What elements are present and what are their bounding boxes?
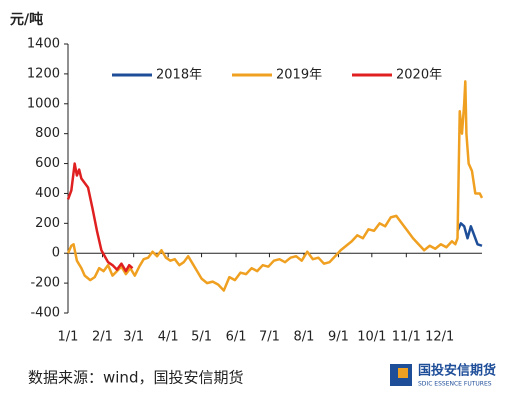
y-tick-label: -200 — [30, 276, 60, 291]
x-tick-label: 10/1 — [357, 330, 386, 345]
x-tick-label: 4/1 — [158, 330, 179, 345]
x-tick-label: 3/1 — [123, 330, 144, 345]
logo-sub: SDIC ESSENCE FUTURES — [418, 381, 492, 388]
series-line — [66, 80, 484, 292]
logo: 国投安信期货 SDIC ESSENCE FUTURES — [390, 363, 496, 388]
x-tick-label: 11/1 — [392, 330, 421, 345]
series-line — [456, 222, 483, 247]
y-tick-label: 1200 — [27, 66, 60, 81]
y-tick-label: -400 — [30, 306, 60, 321]
x-tick-label: 1/1 — [58, 330, 79, 345]
y-tick-label: 800 — [35, 126, 60, 141]
source-note: 数据来源：wind，国投安信期货 — [28, 369, 243, 387]
y-tick-label: 1000 — [27, 96, 60, 111]
x-tick-label: 8/1 — [293, 330, 314, 345]
y-axis-label: 元/吨 — [10, 11, 43, 28]
x-tick-label: 7/1 — [259, 330, 280, 345]
y-tick-label: 400 — [35, 186, 60, 201]
x-tick-label: 6/1 — [226, 330, 247, 345]
series-line — [66, 162, 134, 273]
y-tick-label: 200 — [35, 216, 60, 231]
y-tick-label: 0 — [52, 246, 60, 261]
legend-label: 2018年 — [156, 68, 202, 83]
y-tick-label: 600 — [35, 156, 60, 171]
x-tick-label: 9/1 — [328, 330, 349, 345]
y-tick-label: 1400 — [27, 37, 60, 52]
logo-name: 国投安信期货 — [418, 363, 496, 379]
x-tick-label: 12/1 — [425, 330, 454, 345]
legend-label: 2020年 — [396, 68, 442, 83]
logo-mark-inner — [398, 368, 408, 378]
legend-label: 2019年 — [276, 68, 322, 83]
x-tick-label: 5/1 — [191, 330, 212, 345]
x-tick-label: 2/1 — [92, 330, 113, 345]
